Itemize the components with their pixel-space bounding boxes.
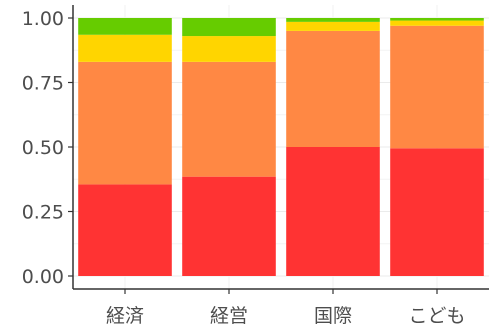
bar-segment-0-0 [78,184,172,276]
y-tick-label: 0.75 [22,73,64,95]
y-tick-label: 0.25 [22,202,64,224]
y-tick-label: 0.00 [22,266,64,288]
bar-segment-0-2 [78,34,172,62]
bar-segment-1-2 [182,36,276,62]
bar-segment-1-0 [182,176,276,276]
bar-segment-2-2 [286,21,380,31]
bar-segment-1-3 [182,18,276,37]
bar-segment-3-2 [390,20,484,26]
tick-labels: 0.00 0.25 0.50 0.75 1.00 経済 経営 国際 こども [22,8,466,327]
bar-segment-0-1 [78,61,172,185]
bar-segment-3-0 [390,148,484,276]
bar-segment-2-1 [286,30,380,147]
bars [78,18,484,276]
bar-segment-2-3 [286,18,380,22]
bar-segment-2-0 [286,147,380,276]
x-category-label: こども [408,305,465,327]
x-category-label: 経済 [106,305,144,327]
x-category-label: 国際 [314,305,352,327]
bar-segment-0-3 [78,18,172,35]
bar-segment-1-1 [182,61,276,177]
bar-segment-3-3 [390,18,484,21]
x-category-label: 経営 [210,305,248,327]
y-tick-label: 0.50 [22,137,64,159]
y-tick-label: 1.00 [22,8,64,30]
axes [68,5,489,294]
bar-segment-3-1 [390,25,484,149]
